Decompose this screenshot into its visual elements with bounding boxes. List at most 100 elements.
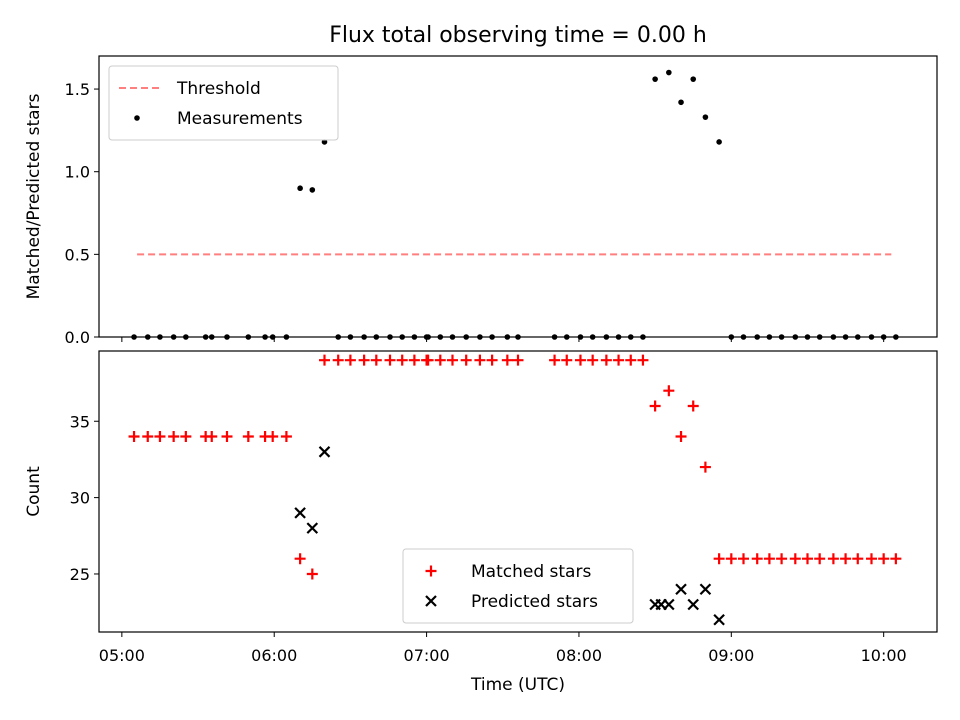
data-point	[280, 431, 292, 443]
data-point	[852, 553, 864, 565]
data-point	[737, 553, 749, 565]
x-tick-label: 06:00	[251, 646, 297, 665]
axes-frame	[98, 55, 938, 338]
data-point	[678, 99, 684, 106]
chart-title: Flux total observing time = 0.00 h	[329, 23, 707, 48]
data-point	[242, 431, 254, 443]
data-point	[549, 354, 561, 366]
data-point	[318, 354, 330, 366]
y-axis-label: Matched/Predicted stars	[24, 93, 44, 299]
data-point	[699, 461, 711, 473]
data-point	[814, 553, 826, 565]
data-point	[675, 431, 687, 443]
data-point	[649, 400, 661, 412]
data-point	[294, 553, 306, 565]
data-point	[422, 354, 434, 366]
data-point	[501, 354, 513, 366]
legend: Matched stars Predicted stars	[402, 548, 634, 624]
x-tick-label: 10:00	[861, 646, 907, 665]
data-point	[434, 354, 446, 366]
data-point	[460, 354, 472, 366]
legend-entry: Matched stars	[471, 562, 591, 582]
data-point	[699, 583, 712, 596]
y-tick-label: 1.0	[65, 163, 90, 182]
legend-handle	[425, 595, 437, 607]
data-point	[637, 354, 649, 366]
x-tick-label: 09:00	[708, 646, 754, 665]
data-point	[370, 354, 382, 366]
data-point	[306, 568, 318, 580]
data-point	[690, 76, 697, 82]
data-point	[306, 522, 319, 534]
data-point	[776, 553, 788, 565]
legend-entry: Predicted stars	[471, 592, 598, 612]
top-panel: 0.0 0.5 1.0 1.5 Matched/Predicted stars Thres…	[24, 55, 938, 347]
data-point	[128, 431, 140, 443]
y-tick-label: 0.5	[65, 245, 90, 264]
x-tick-label: 08:00	[556, 646, 602, 665]
data-point	[716, 139, 722, 145]
data-point	[574, 354, 586, 366]
x-tick-label: 05:00	[99, 646, 145, 665]
data-point	[687, 598, 699, 611]
legend-box	[402, 548, 634, 624]
data-point	[332, 354, 344, 366]
data-point	[890, 553, 902, 565]
bottom-panel: 25 30 35 05:00 06:00 07:00 08:00 09:00 10:00 Coun…	[24, 350, 938, 665]
legend-entry: Measurements	[177, 109, 303, 129]
legend: Threshold Measurements	[108, 65, 339, 141]
data-point	[713, 553, 725, 565]
data-point	[344, 354, 356, 366]
data-point	[687, 400, 699, 412]
data-point	[309, 187, 316, 193]
data-point	[294, 507, 306, 519]
data-point	[318, 446, 331, 458]
y-tick-label: 25	[70, 565, 90, 584]
data-point	[297, 185, 303, 192]
y-tick-label: 30	[70, 489, 90, 508]
data-point	[154, 431, 166, 443]
data-point	[763, 553, 775, 565]
data-point	[625, 354, 637, 366]
data-point	[512, 354, 524, 366]
data-point	[600, 354, 612, 366]
data-point	[446, 354, 458, 366]
data-point	[221, 431, 233, 443]
legend-entry: Threshold	[176, 79, 261, 99]
data-point	[142, 431, 154, 443]
data-point	[486, 354, 498, 366]
data-point	[168, 431, 180, 443]
data-point	[663, 598, 675, 611]
data-point	[840, 553, 852, 565]
legend-box	[108, 65, 339, 141]
y-tick-label: 35	[70, 412, 90, 431]
data-point	[561, 354, 573, 366]
data-point	[180, 431, 192, 443]
data-point	[587, 354, 599, 366]
x-tick-label: 07:00	[404, 646, 450, 665]
legend-handle	[134, 115, 140, 121]
data-point	[384, 354, 396, 366]
data-point	[613, 354, 625, 366]
y-axis-label: Count	[24, 466, 44, 517]
data-point	[666, 69, 672, 76]
legend-handle	[425, 565, 437, 577]
data-point	[267, 431, 279, 443]
data-point	[652, 76, 658, 82]
data-point	[702, 114, 709, 120]
axes-frame	[98, 350, 938, 633]
data-point	[663, 385, 675, 397]
data-point	[801, 553, 813, 565]
data-point	[878, 553, 890, 565]
data-point	[725, 553, 737, 565]
data-point	[474, 354, 486, 366]
data-point	[789, 553, 801, 565]
data-point	[396, 354, 408, 366]
data-point	[865, 553, 877, 565]
data-point	[206, 431, 218, 443]
data-point	[713, 614, 725, 626]
data-point	[321, 139, 328, 145]
y-tick-label: 0.0	[65, 328, 90, 347]
data-point	[358, 354, 370, 366]
